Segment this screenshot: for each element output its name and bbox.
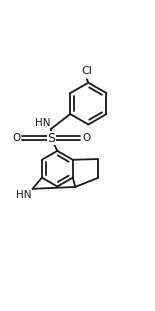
Text: HN: HN (16, 190, 32, 200)
Text: O: O (82, 133, 90, 143)
Text: HN: HN (35, 118, 50, 128)
Text: Cl: Cl (81, 66, 92, 76)
Text: O: O (12, 133, 20, 143)
Text: S: S (47, 132, 55, 145)
